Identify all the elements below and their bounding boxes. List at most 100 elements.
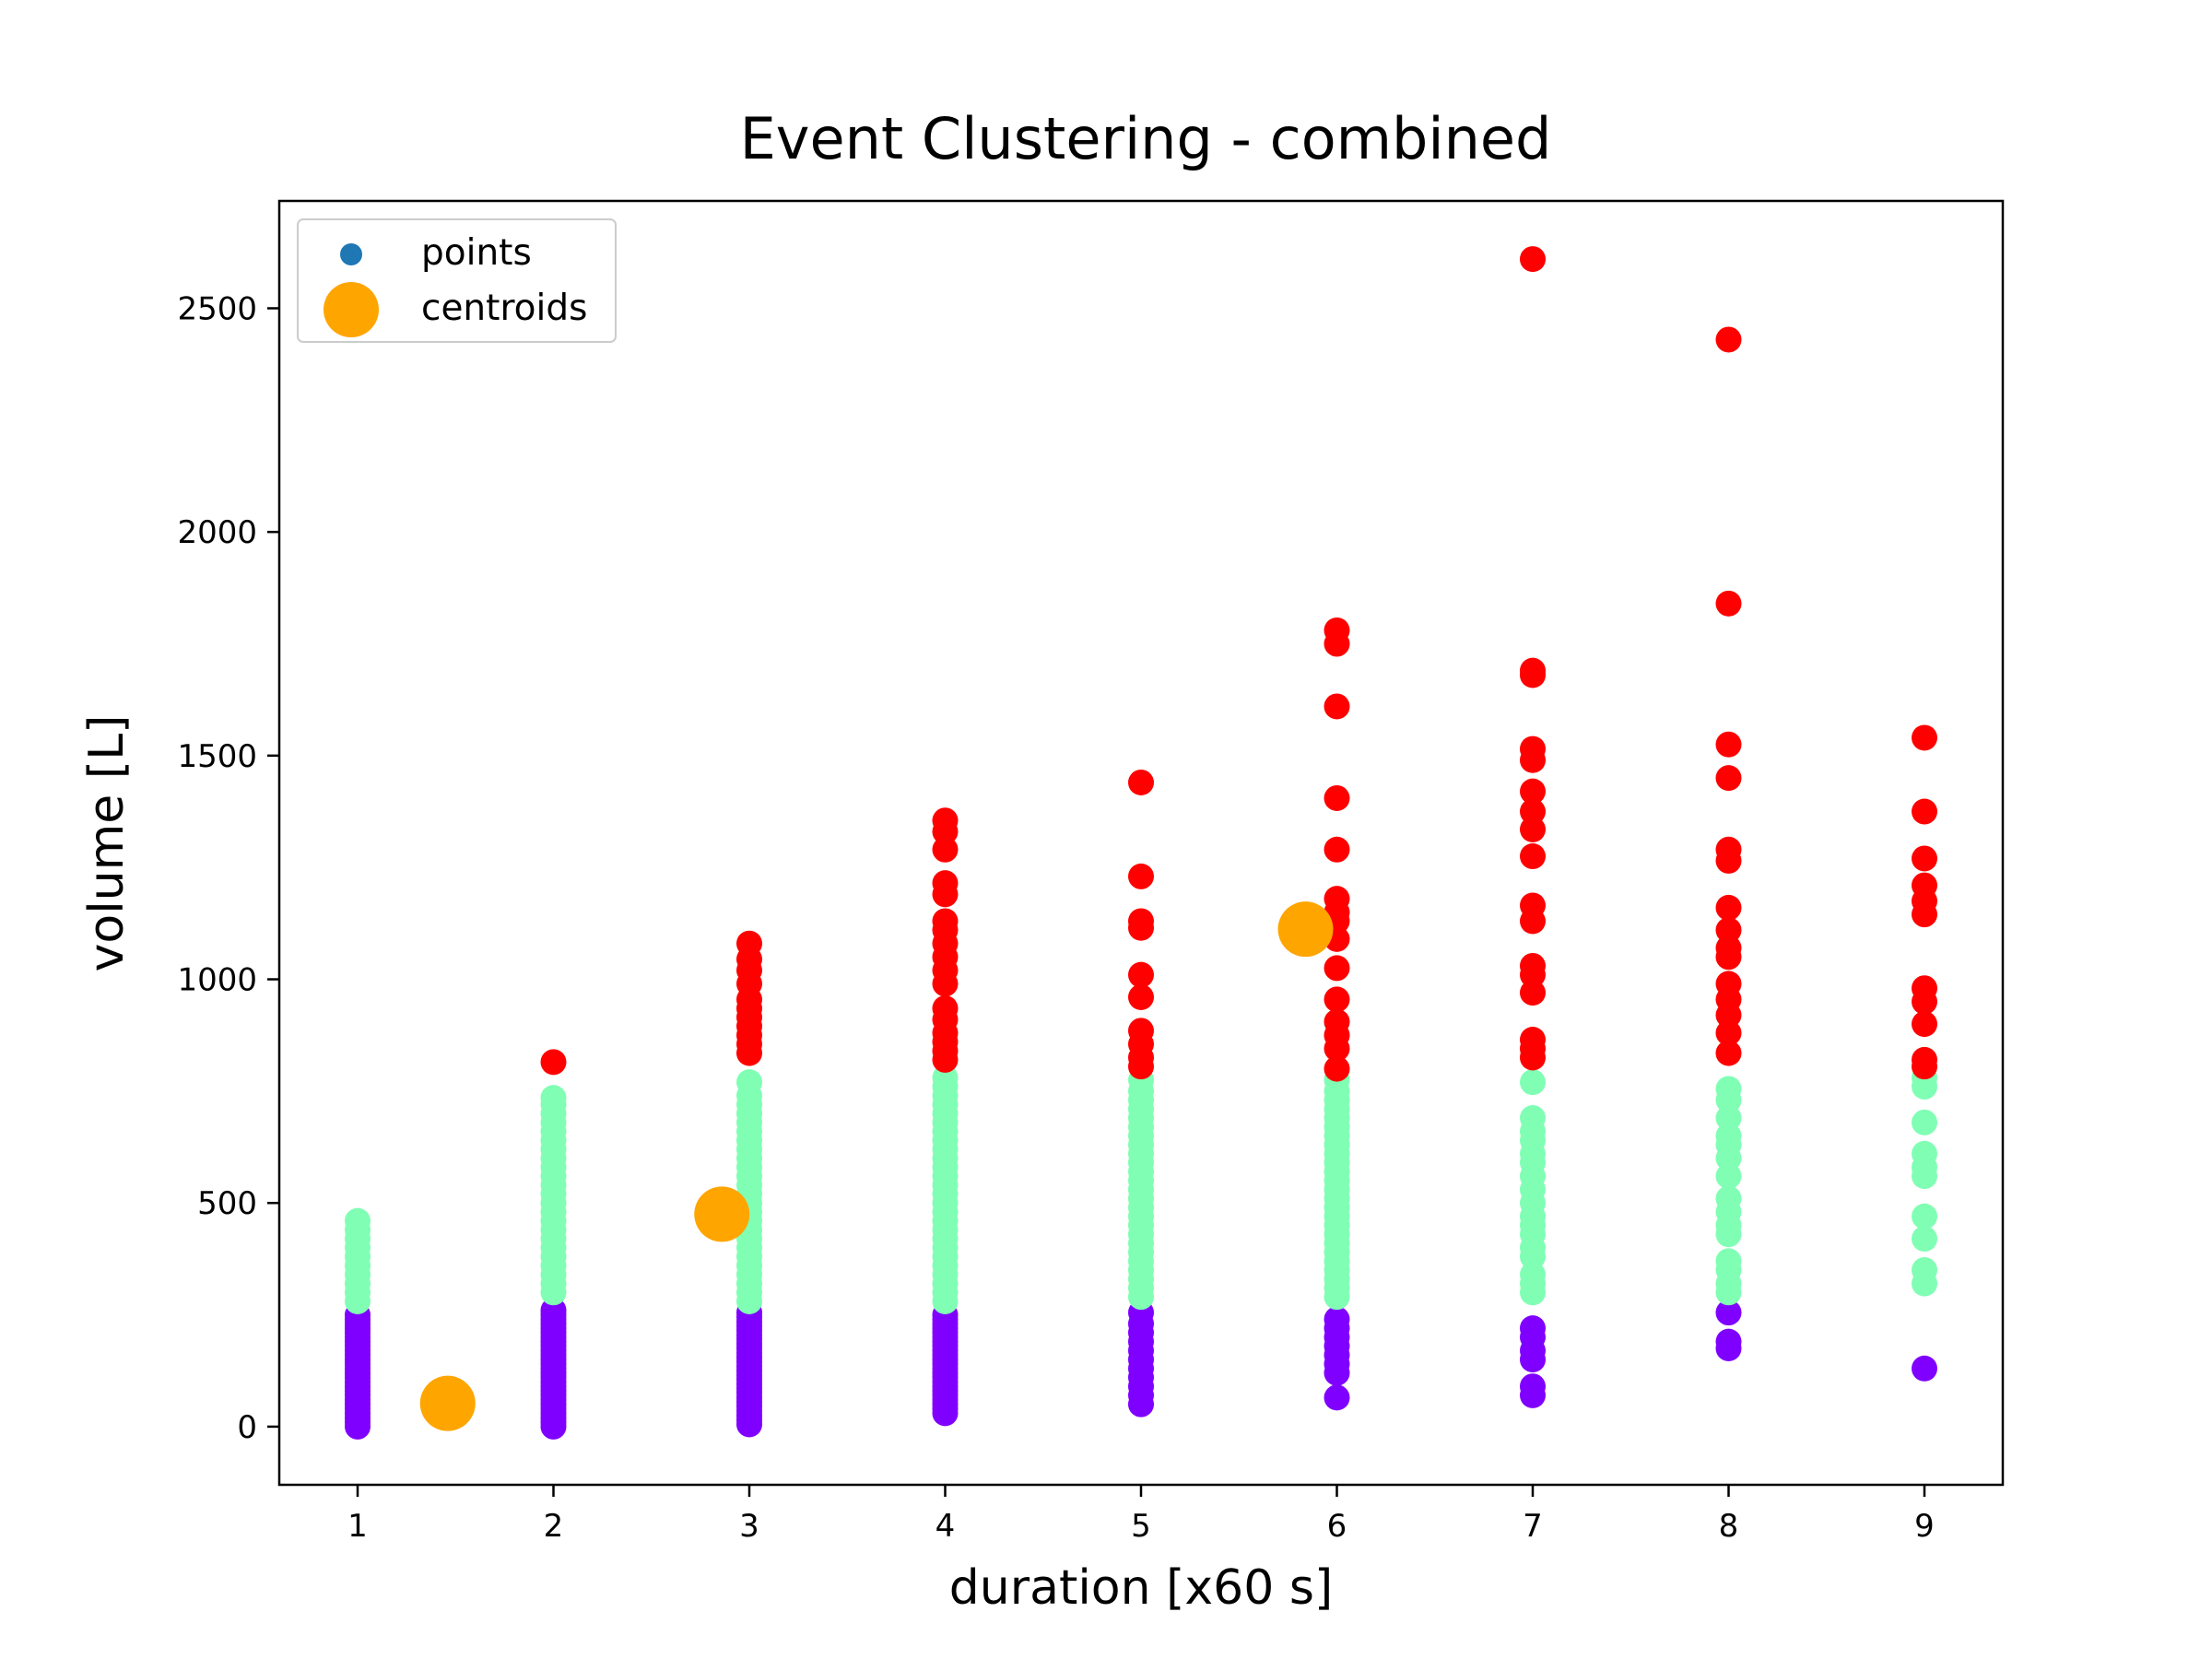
x-tick-label: 7 xyxy=(1523,1508,1543,1545)
data-point-mid xyxy=(1520,1069,1546,1096)
data-point-high xyxy=(1520,657,1546,684)
y-tick-label: 1500 xyxy=(177,738,257,775)
data-point-mid xyxy=(345,1207,371,1234)
x-tick-label: 9 xyxy=(1914,1508,1935,1545)
x-tick-label: 8 xyxy=(1719,1508,1739,1545)
x-tick-label: 3 xyxy=(739,1508,759,1545)
data-point-mid xyxy=(1715,1185,1742,1212)
data-point-high xyxy=(1715,971,1742,997)
centroid-marker xyxy=(1277,901,1334,958)
data-point-high xyxy=(932,995,959,1022)
data-point-low xyxy=(1912,1355,1937,1382)
data-point-high xyxy=(932,870,959,897)
data-point-high xyxy=(1128,1018,1154,1044)
data-point-high xyxy=(932,807,959,834)
data-point-mid xyxy=(1520,1105,1546,1131)
data-point-low xyxy=(1324,1384,1350,1411)
y-tick-label: 2500 xyxy=(177,290,257,327)
data-point-high xyxy=(1520,980,1546,1006)
data-point-mid xyxy=(1912,1257,1937,1284)
legend-centroids-marker xyxy=(324,282,379,337)
data-point-high xyxy=(1715,765,1742,792)
data-point-high xyxy=(1715,731,1742,758)
data-point-high xyxy=(1324,617,1350,643)
legend: points centroids xyxy=(297,218,617,343)
data-point-low xyxy=(1715,1300,1742,1326)
data-point-high xyxy=(1520,952,1546,979)
data-point-high xyxy=(1715,836,1742,863)
data-point-mid xyxy=(1715,1076,1742,1102)
data-point-mid xyxy=(1715,1105,1742,1131)
data-point-low xyxy=(1715,1328,1742,1355)
legend-points-label: points xyxy=(421,232,532,274)
data-point-high xyxy=(1715,935,1742,961)
data-point-high xyxy=(1324,1055,1350,1082)
data-point-mid xyxy=(540,1085,567,1112)
data-point-mid xyxy=(1912,1109,1937,1135)
y-tick-label: 0 xyxy=(237,1409,257,1446)
data-point-high xyxy=(1912,798,1937,825)
data-point-mid xyxy=(1912,1226,1937,1253)
data-point-high xyxy=(1912,1046,1937,1073)
data-point-mid xyxy=(1715,1248,1742,1275)
data-point-high xyxy=(1715,326,1742,353)
data-point-mid xyxy=(1715,1163,1742,1190)
data-point-mid xyxy=(1520,1261,1546,1288)
data-point-high xyxy=(1520,816,1546,842)
x-tick-label: 6 xyxy=(1327,1508,1347,1545)
centroid-marker xyxy=(694,1186,750,1242)
x-tick-label: 5 xyxy=(1131,1508,1151,1545)
data-point-high xyxy=(1520,798,1546,825)
data-point-low xyxy=(1324,1306,1350,1333)
data-point-high xyxy=(1912,1011,1937,1038)
chart-title: Event Clustering - combined xyxy=(740,105,1552,172)
data-point-high xyxy=(932,836,959,863)
centroid-marker xyxy=(419,1375,476,1431)
data-point-high xyxy=(1715,1040,1742,1066)
y-tick-label: 1000 xyxy=(177,962,257,999)
x-tick-label: 4 xyxy=(935,1508,956,1545)
data-point-high xyxy=(736,930,762,957)
data-point-high xyxy=(1324,1008,1350,1035)
x-tick-label: 1 xyxy=(347,1508,368,1545)
y-tick-label: 500 xyxy=(197,1185,257,1222)
data-point-low xyxy=(540,1297,567,1324)
y-tick-label: 2000 xyxy=(177,514,257,551)
data-point-high xyxy=(1520,778,1546,805)
data-point-high xyxy=(1128,863,1154,889)
points-layer xyxy=(345,246,1937,1440)
data-point-high xyxy=(1912,872,1937,899)
data-point-mid xyxy=(1715,1123,1742,1149)
data-point-high xyxy=(1324,693,1350,720)
data-point-high xyxy=(1324,784,1350,811)
data-point-high xyxy=(1324,836,1350,863)
data-point-high xyxy=(932,908,959,935)
x-axis-label: duration [x60 s] xyxy=(949,1560,1333,1616)
data-point-mid xyxy=(1912,1203,1937,1230)
y-axis: 0 500 1000 1500 2000 2500 xyxy=(177,290,279,1446)
data-point-high xyxy=(1128,983,1154,1010)
data-point-high xyxy=(1715,894,1742,921)
data-point-mid xyxy=(932,1065,959,1091)
data-point-high xyxy=(1128,908,1154,935)
x-tick-label: 2 xyxy=(544,1508,564,1545)
data-point-high xyxy=(1520,843,1546,870)
data-point-high xyxy=(1715,1019,1742,1046)
data-point-high xyxy=(1520,246,1546,273)
data-point-high xyxy=(540,1049,567,1076)
data-point-mid xyxy=(1912,1140,1937,1167)
legend-points-marker xyxy=(340,243,362,265)
data-point-high xyxy=(1912,975,1937,1002)
y-axis-label: volume [L] xyxy=(79,715,135,972)
data-point-high xyxy=(1128,961,1154,988)
x-axis: 1 2 3 4 5 6 7 8 9 xyxy=(347,1485,1935,1545)
data-point-high xyxy=(1128,769,1154,795)
data-point-high xyxy=(1715,917,1742,944)
data-point-high xyxy=(1520,892,1546,919)
data-point-high xyxy=(1715,590,1742,617)
data-point-high xyxy=(1520,1027,1546,1053)
legend-centroids-label: centroids xyxy=(421,288,587,329)
data-point-low xyxy=(1520,1315,1546,1342)
data-point-low xyxy=(1520,1373,1546,1400)
